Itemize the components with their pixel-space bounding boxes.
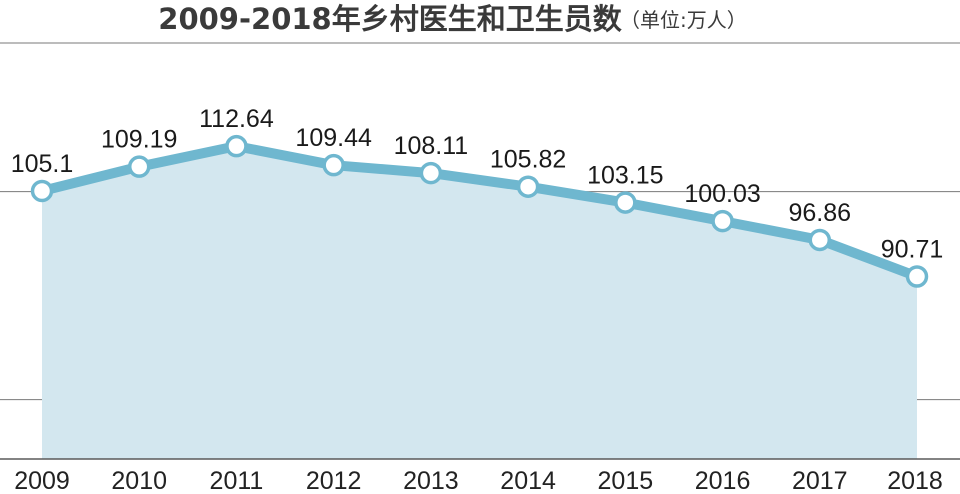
data-label: 90.71: [881, 235, 944, 263]
x-tick-label: 2013: [403, 467, 459, 494]
data-point-marker: [905, 265, 929, 288]
series-line: [37, 141, 922, 282]
x-tick-label: 2010: [111, 467, 167, 494]
data-point-marker: [516, 175, 540, 198]
data-label: 112.64: [199, 105, 274, 133]
data-point-marker: [127, 155, 151, 178]
data-label: 105.1: [11, 150, 74, 178]
x-tick-label: 2017: [792, 467, 848, 494]
x-axis: 2009 2010 2011 2012 2013 2014 2015 2016 2017 2018: [0, 458, 960, 494]
data-label: 105.82: [490, 146, 566, 174]
x-tick-label: 2011: [210, 467, 264, 494]
data-label: 108.11: [394, 132, 469, 160]
data-label: 109.44: [295, 124, 372, 152]
data-labels: 105.1 109.19 112.64 109.44 108.11 105.82 103.1…: [11, 105, 944, 263]
data-label: 96.86: [788, 199, 851, 227]
chart-unit: （单位:万人）: [620, 8, 747, 32]
x-tick-label: 2018: [887, 467, 943, 494]
data-point-marker: [614, 191, 637, 214]
data-point-marker: [711, 209, 734, 233]
data-label: 100.03: [684, 180, 760, 208]
area-fill: [42, 146, 917, 459]
x-tick-label: 2012: [306, 467, 362, 494]
series-line-path: [37, 141, 922, 282]
data-point-marker: [225, 134, 248, 158]
data-point-marker: [30, 179, 54, 203]
x-tick-label: 2009: [14, 467, 70, 494]
data-point-marker: [419, 161, 443, 185]
x-tick-label: 2015: [598, 467, 654, 494]
x-tick-label: 2014: [500, 467, 556, 494]
area-fill-shape: [42, 146, 917, 459]
data-label: 109.19: [101, 126, 177, 154]
data-point-marker: [808, 228, 832, 252]
data-markers: [30, 134, 929, 288]
data-label: 103.15: [587, 162, 663, 190]
data-point-marker: [322, 153, 345, 177]
x-tick-label: 2016: [695, 467, 751, 494]
chart-title: 2009-2018年乡村医生和卫生员数: [158, 2, 622, 36]
